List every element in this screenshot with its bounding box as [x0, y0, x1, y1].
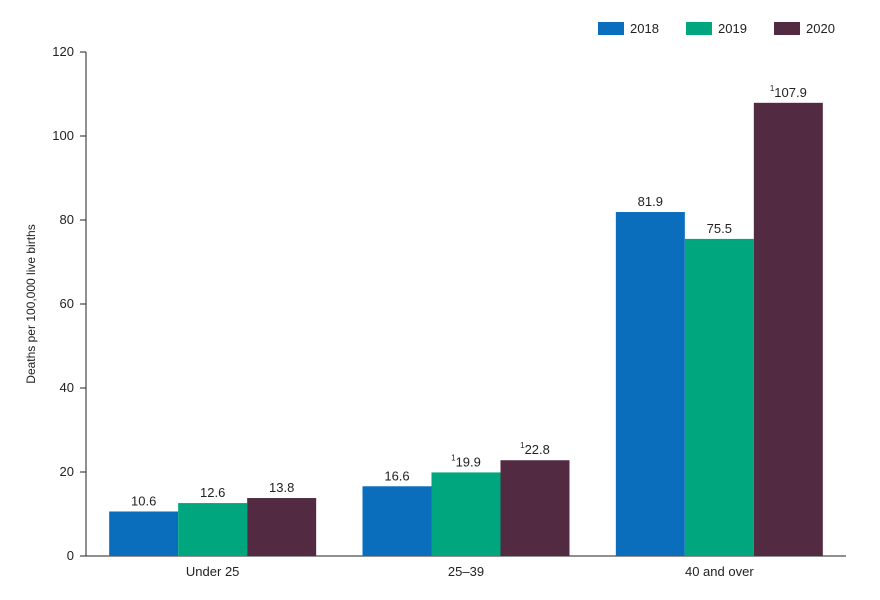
legend-label: 2020	[806, 21, 835, 36]
data-label: 13.8	[269, 480, 294, 495]
bar	[431, 472, 501, 556]
data-label: 119.9	[451, 453, 481, 469]
bar	[615, 212, 685, 556]
legend-label: 2018	[630, 21, 659, 36]
legend-swatch	[686, 22, 712, 35]
y-tick-label: 60	[60, 296, 74, 311]
bar	[178, 503, 248, 556]
bar	[684, 238, 754, 556]
y-tick-label: 20	[60, 464, 74, 479]
legend-label: 2019	[718, 21, 747, 36]
bar	[109, 511, 179, 556]
data-label: 10.6	[131, 493, 156, 508]
y-tick-label: 120	[52, 44, 74, 59]
data-label: 75.5	[707, 221, 732, 236]
bar	[500, 460, 570, 556]
data-label: 81.9	[638, 194, 663, 209]
legend-swatch	[598, 22, 624, 35]
data-label: 16.6	[384, 468, 409, 483]
y-tick-label: 80	[60, 212, 74, 227]
y-axis: 0 20 40 60 80 100 120	[52, 44, 87, 563]
bar	[247, 498, 317, 556]
legend-swatch	[774, 22, 800, 35]
y-tick-label: 40	[60, 380, 74, 395]
bar	[753, 102, 823, 556]
bar	[362, 486, 432, 556]
x-category-label: 40 and over	[685, 564, 754, 579]
value-labels: 10.6 12.6 13.8 16.6 119.9 122.8 81.9 75.5 1107.9	[131, 84, 807, 509]
data-label: 1107.9	[770, 84, 807, 100]
bars	[109, 102, 823, 556]
data-label: 12.6	[200, 485, 225, 500]
y-tick-label: 0	[67, 548, 74, 563]
y-axis-label: Deaths per 100,000 live births	[24, 224, 38, 383]
x-category-label: Under 25	[186, 564, 239, 579]
x-axis: Under 25 25–39 40 and over	[86, 555, 846, 579]
x-category-label: 25–39	[448, 564, 484, 579]
y-tick-label: 100	[52, 128, 74, 143]
data-label: 122.8	[520, 441, 550, 457]
legend: 2018 2019 2020	[598, 21, 835, 36]
